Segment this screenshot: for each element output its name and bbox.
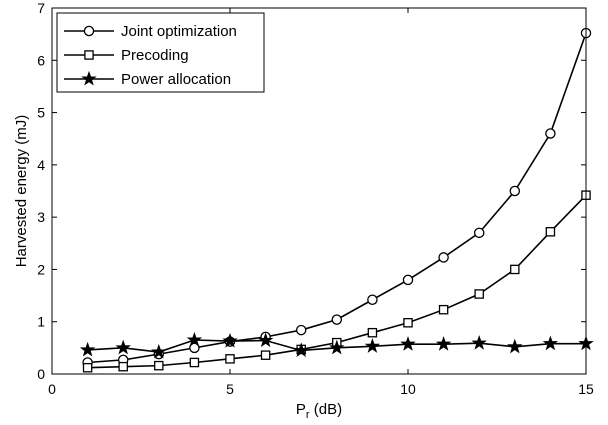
data-point-precoding	[438, 304, 449, 315]
plot-area: 0 5 10 15 0 1 2 3 4 5 6 7	[37, 0, 594, 397]
y-tick-label: 5	[37, 105, 45, 121]
axes-box	[51, 7, 587, 375]
legend-entry-precoding: Precoding	[64, 47, 189, 64]
data-point-power-allocation	[400, 336, 416, 351]
data-point-precoding	[510, 264, 520, 275]
data-point-power-allocation	[222, 332, 238, 348]
data-point-power-allocation	[79, 341, 96, 357]
y-tick-label: 4	[37, 157, 45, 173]
data-point-joint-optimization	[331, 314, 343, 325]
data-point-precoding	[545, 227, 556, 237]
legend-entry-joint-optimization: Joint optimization	[64, 23, 237, 40]
y-tick-label: 2	[37, 261, 45, 277]
data-point-power-allocation	[329, 339, 345, 355]
data-point-precoding	[118, 361, 128, 372]
data-point-power-allocation	[507, 338, 523, 354]
data-point-power-allocation	[151, 343, 167, 359]
data-point-precoding	[367, 327, 378, 338]
x-axis-label-subscript: r	[306, 409, 310, 421]
y-tick-label: 7	[37, 0, 45, 16]
data-point-power-allocation	[115, 339, 131, 355]
data-point-joint-optimization	[545, 128, 556, 139]
data-point-precoding	[474, 289, 484, 299]
legend-marker-joint-optimization	[83, 25, 95, 37]
data-point-precoding	[260, 350, 271, 360]
y-tick-label: 6	[37, 52, 45, 68]
x-axis-label-unit: (dB)	[310, 401, 343, 418]
y-axis-label: Harvested energy (mJ)	[13, 115, 30, 268]
legend-label-power-allocation: Power allocation	[121, 71, 231, 88]
x-tick-label: 5	[226, 381, 234, 397]
legend-label-joint-optimization: Joint optimization	[121, 23, 237, 40]
y-tick-label: 1	[37, 314, 45, 330]
data-point-joint-optimization	[473, 227, 485, 239]
data-point-joint-optimization	[295, 324, 307, 336]
data-point-joint-optimization	[402, 274, 414, 286]
data-point-precoding	[154, 360, 164, 371]
data-point-power-allocation	[471, 335, 487, 350]
y-tick-label: 0	[37, 366, 45, 382]
data-point-precoding	[189, 357, 200, 368]
x-axis-label-main: P	[296, 401, 306, 418]
y-tick-label: 3	[37, 209, 45, 225]
data-point-joint-optimization	[367, 294, 378, 306]
legend: Joint optimization Precoding Power allocat…	[56, 12, 265, 93]
x-tick-label: 15	[578, 381, 594, 397]
legend-marker-power-allocation	[81, 70, 97, 86]
x-axis-label: Pr (dB)	[296, 401, 342, 421]
data-point-precoding	[225, 354, 235, 364]
data-point-precoding	[403, 318, 413, 328]
legend-label-precoding: Precoding	[121, 47, 189, 64]
data-point-power-allocation	[257, 332, 274, 348]
x-tick-label: 10	[400, 381, 416, 397]
data-point-joint-optimization	[509, 185, 521, 197]
legend-marker-precoding	[84, 50, 94, 60]
data-point-power-allocation	[542, 335, 559, 351]
data-point-power-allocation	[364, 338, 381, 353]
data-point-power-allocation	[435, 336, 452, 351]
data-point-power-allocation	[186, 331, 203, 347]
x-tick-label: 0	[48, 381, 56, 397]
data-point-power-allocation	[293, 342, 309, 358]
data-point-precoding	[82, 362, 93, 373]
legend-entry-power-allocation: Power allocation	[64, 70, 231, 88]
ticks-layer: 0 5 10 15 0 1 2 3 4 5 6 7	[37, 0, 594, 397]
data-point-joint-optimization	[438, 252, 449, 263]
